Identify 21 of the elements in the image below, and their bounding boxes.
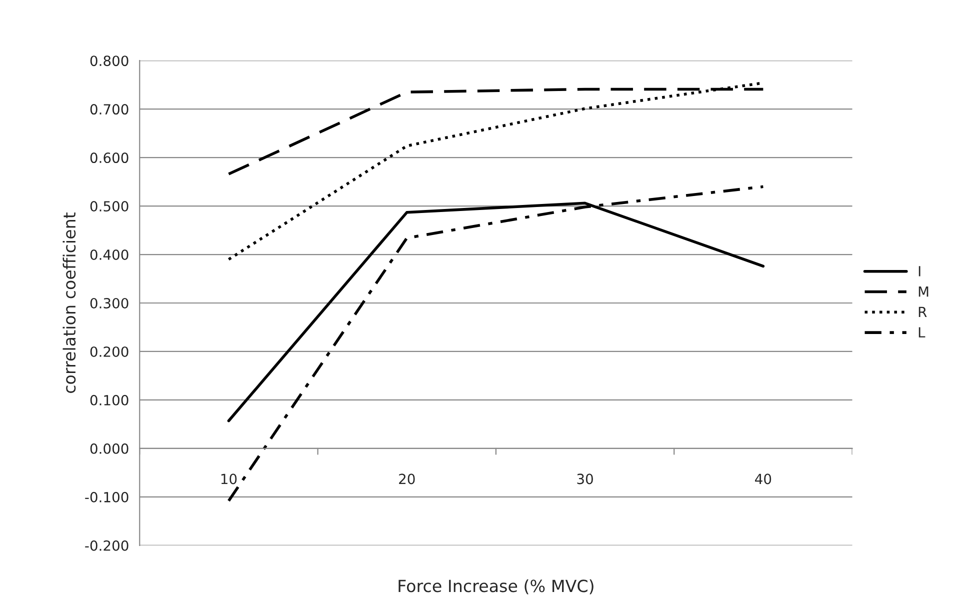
y-tick-label: 0.100 bbox=[90, 394, 128, 406]
x-tick-label: 20 bbox=[399, 474, 415, 484]
x-tick-label: 30 bbox=[577, 474, 593, 484]
y-axis-title: correlation coefficient bbox=[62, 212, 76, 394]
y-tick-label: 0.500 bbox=[90, 201, 128, 212]
x-axis-title: Force Increase (% MVC) bbox=[398, 579, 594, 594]
legend-label: L bbox=[918, 327, 926, 338]
y-tick-label: 0.200 bbox=[90, 346, 128, 357]
y-tick-label: 0.600 bbox=[90, 152, 128, 164]
x-tick-label: 40 bbox=[755, 474, 772, 484]
y-tick-label: 0.000 bbox=[90, 443, 128, 454]
y-tick-label: 0.400 bbox=[90, 249, 128, 260]
x-tick-label: 10 bbox=[221, 474, 237, 484]
y-tick-label: 0.800 bbox=[90, 56, 128, 66]
legend-label: R bbox=[918, 306, 927, 318]
y-tick-label: -0.200 bbox=[85, 540, 128, 551]
y-tick-label: -0.100 bbox=[85, 492, 128, 502]
legend-label: I bbox=[918, 266, 920, 276]
legend-label: M bbox=[918, 286, 928, 297]
y-tick-label: 0.700 bbox=[90, 104, 128, 115]
y-tick-label: 0.300 bbox=[90, 298, 128, 308]
